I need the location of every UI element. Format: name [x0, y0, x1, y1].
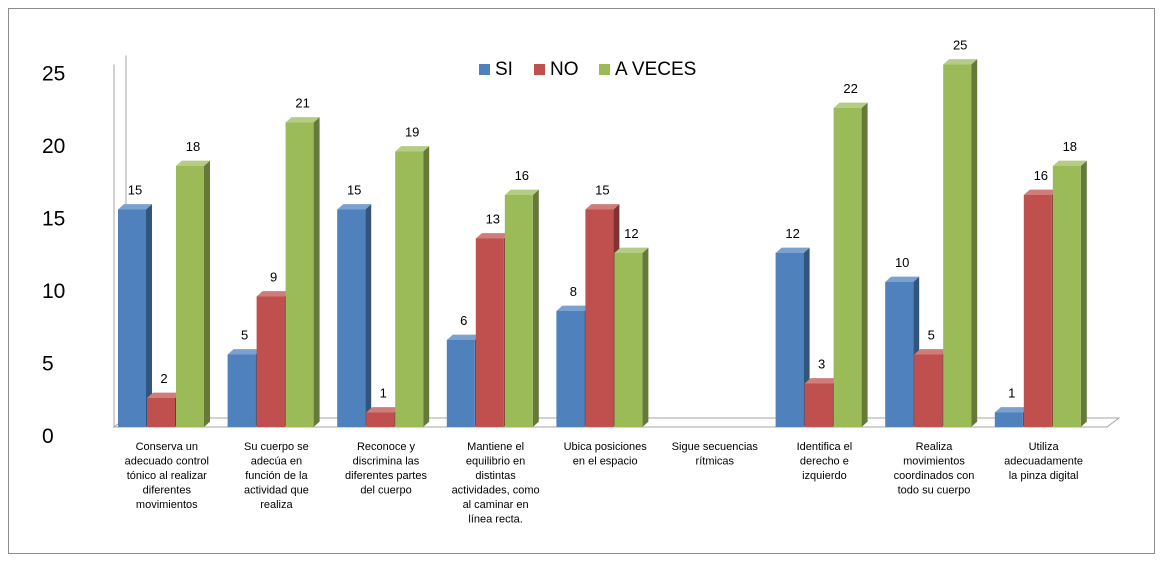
legend-item-a-veces: A VECES [599, 59, 696, 80]
data-label: 15 [347, 183, 361, 198]
legend-item-no: NO [534, 59, 579, 80]
x-category-label: Conserva un adecuado control tónico al rea… [125, 441, 209, 511]
data-label: 12 [785, 226, 799, 241]
data-label: 2 [160, 371, 167, 386]
data-label: 15 [128, 183, 142, 198]
x-category-label: Realiza movimientos coordinados con todo su… [894, 441, 975, 497]
legend-label: NO [550, 59, 579, 80]
bar-si [775, 247, 810, 427]
y-tick-label: 20 [42, 135, 65, 158]
data-labels: 15 2 18 5 9 21 15 1 19 6 13 16 8 15 12 12 3 22 10 5 25 1 16 18 [128, 38, 1077, 401]
bar-no [475, 233, 510, 427]
data-label: 18 [186, 139, 200, 154]
legend: SI NO A VECES [479, 59, 696, 80]
x-category-label: Reconoce y discrimina las diferentes parte… [345, 441, 427, 497]
bar-a-veces [614, 247, 649, 427]
y-tick-label: 10 [42, 280, 65, 303]
bar-si [446, 334, 481, 427]
y-tick-label: 25 [42, 63, 65, 86]
bar-no [585, 204, 620, 427]
data-label: 21 [295, 96, 309, 111]
bar-si [118, 204, 152, 427]
data-label: 5 [928, 328, 935, 343]
data-label: 12 [624, 226, 638, 241]
y-tick-label: 0 [42, 425, 54, 448]
bar-a-veces [285, 117, 320, 427]
y-tick-label: 5 [42, 353, 54, 376]
data-label: 1 [380, 386, 387, 401]
data-label: 3 [818, 357, 825, 372]
legend-swatch [534, 64, 545, 75]
x-category-label: Identifica el derecho e izquierdo [797, 441, 853, 482]
y-tick-label: 15 [42, 208, 65, 231]
bar-no [1023, 189, 1058, 427]
bar-si [556, 305, 591, 427]
bar-si [994, 407, 1029, 427]
chart-frame: 0 5 10 15 20 25 15 2 18 5 9 21 15 1 19 6 13 16 8 15 12 12 3 22… [8, 8, 1155, 554]
data-label: 9 [270, 270, 277, 285]
data-label: 15 [595, 183, 609, 198]
legend-item-si: SI [479, 59, 513, 80]
data-label: 18 [1063, 139, 1077, 154]
bar-a-veces [504, 189, 539, 427]
x-axis-labels: Conserva un adecuado control tónico al rea… [125, 441, 1083, 526]
data-label: 8 [570, 284, 577, 299]
data-label: 25 [953, 38, 967, 53]
bar-si [885, 276, 920, 427]
legend-label: SI [495, 59, 513, 80]
data-label: 5 [241, 328, 248, 343]
data-label: 19 [405, 125, 419, 140]
data-label: 1 [1008, 386, 1015, 401]
bar-a-veces [1052, 160, 1087, 427]
bar-no [914, 349, 949, 427]
x-category-label: Ubica posiciones en el espacio [564, 441, 648, 468]
data-label: 16 [515, 168, 529, 183]
y-axis: 0 5 10 15 20 25 [42, 63, 65, 449]
bar-no [366, 407, 401, 427]
bar-a-veces [395, 146, 430, 427]
bar-no [256, 291, 291, 427]
data-label: 22 [843, 81, 857, 96]
x-category-label: Sigue secuencias rítmicas [672, 441, 759, 468]
data-label: 10 [895, 255, 909, 270]
bar-no [804, 378, 839, 427]
bar-si [337, 204, 372, 427]
bar-a-veces [176, 160, 210, 427]
legend-swatch [599, 64, 610, 75]
legend-swatch [479, 64, 490, 75]
bars [118, 59, 1087, 427]
bar-no [147, 392, 181, 427]
data-label: 6 [460, 313, 467, 328]
legend-label: A VECES [615, 59, 696, 80]
data-label: 13 [486, 212, 500, 227]
x-category-label: Mantiene el equilibrio en distintas activid… [452, 441, 540, 526]
data-label: 16 [1034, 168, 1048, 183]
bar-si [227, 349, 262, 427]
bar-a-veces [833, 102, 868, 427]
x-category-label: Su cuerpo se adecúa en función de la activi… [244, 441, 309, 511]
x-category-label: Utiliza adecuadamente la pinza digital [1004, 441, 1083, 482]
bar-a-veces [943, 59, 978, 427]
